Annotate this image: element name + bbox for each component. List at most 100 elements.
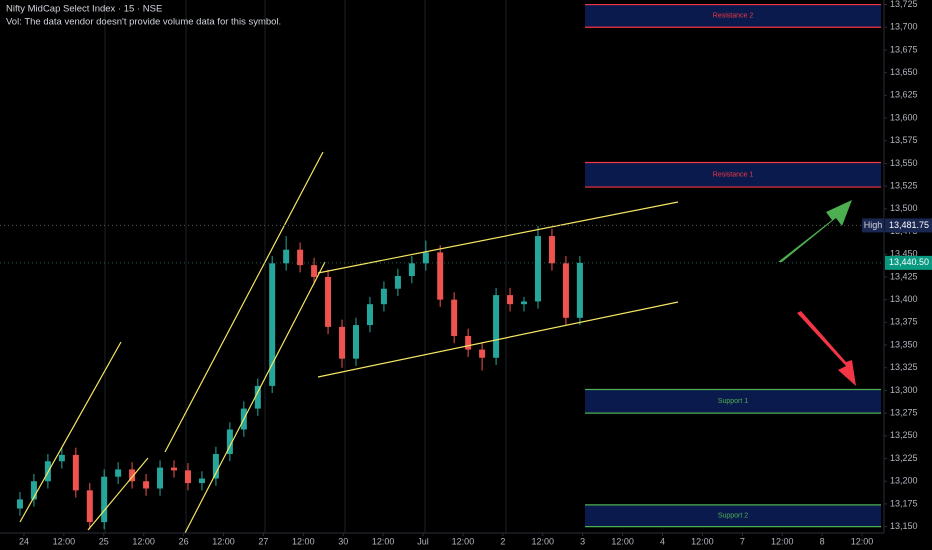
- zone: [585, 4, 881, 28]
- x-tick-label: 12:00: [372, 536, 395, 546]
- candle-body: [325, 276, 332, 327]
- y-tick-label: 13,400: [890, 294, 918, 304]
- candle-body: [198, 478, 205, 484]
- x-tick-label: 4: [660, 536, 665, 546]
- x-tick-label: 7: [740, 536, 745, 546]
- zone-label: Resistance 1: [713, 172, 754, 179]
- x-tick-label: 12:00: [851, 536, 874, 546]
- y-tick-label: 13,150: [890, 521, 918, 531]
- x-tick-label: 12:00: [691, 536, 714, 546]
- y-tick-label: 13,575: [890, 135, 918, 145]
- candle-body: [366, 304, 373, 326]
- y-tick-label: 13,200: [890, 476, 918, 486]
- y-tick-label: 13,525: [890, 181, 918, 191]
- candle-body: [297, 249, 304, 266]
- candle-body: [86, 490, 93, 523]
- y-tick-label: 13,675: [890, 44, 918, 54]
- zone-label: Support 1: [718, 398, 748, 405]
- y-tick-label: 13,350: [890, 339, 918, 349]
- trend-line: [164, 151, 324, 453]
- candle-body: [58, 454, 65, 462]
- trend-line: [184, 261, 326, 534]
- candle-body: [548, 236, 555, 264]
- candle-body: [143, 481, 150, 489]
- y-tick-label: 13,175: [890, 498, 918, 508]
- y-tick-label: 13,700: [890, 22, 918, 32]
- x-tick-label: 12:00: [292, 536, 315, 546]
- y-tick-label: 13,650: [890, 67, 918, 77]
- x-tick-label: Jul: [417, 536, 429, 546]
- candle-body: [226, 429, 233, 455]
- candle-body: [129, 469, 136, 482]
- last-price-box: [885, 255, 932, 270]
- trend-lines: [19, 151, 679, 534]
- y-tick-label: 13,625: [890, 90, 918, 100]
- channel-top: [317, 201, 679, 274]
- candle-body: [493, 295, 500, 358]
- trend-line: [19, 341, 122, 523]
- down-arrow: [797, 311, 856, 386]
- y-tick-label: 13,550: [890, 158, 918, 168]
- candle-body: [254, 385, 261, 409]
- candle-body: [576, 262, 583, 318]
- x-tick-label: 27: [258, 536, 268, 546]
- candle-body: [465, 335, 472, 350]
- volume-note: Vol: The data vendor doesn't provide vol…: [6, 17, 281, 28]
- x-tick-label: 12:00: [452, 536, 475, 546]
- y-tick-label: 13,275: [890, 408, 918, 418]
- candle-body: [437, 252, 444, 300]
- x-tick-label: 25: [99, 536, 109, 546]
- candle-body: [380, 288, 387, 305]
- y-tick-label: 13,300: [890, 385, 918, 395]
- y-tick-label: 13,425: [890, 271, 918, 281]
- candle-body: [212, 454, 219, 479]
- candle-body: [451, 299, 458, 336]
- candle-body: [115, 469, 122, 477]
- y-tick-label: 13,225: [890, 453, 918, 463]
- y-tick-label: 13,600: [890, 112, 918, 122]
- zone-label: Resistance 2: [713, 13, 754, 20]
- y-tick-label: 13,725: [890, 0, 918, 9]
- candle-body: [101, 476, 108, 523]
- high-price-label: 13,481.75: [889, 220, 929, 230]
- trend-line: [87, 457, 149, 531]
- y-tick-label: 13,450: [890, 249, 918, 259]
- candle-body: [30, 481, 37, 500]
- x-tick-label: 12:00: [132, 536, 155, 546]
- y-tick-label: 13,375: [890, 317, 918, 327]
- zone: [585, 162, 881, 188]
- x-tick-label: 12:00: [611, 536, 634, 546]
- candle-body: [507, 295, 514, 305]
- candle-body: [16, 499, 23, 509]
- y-tick-label: 13,500: [890, 203, 918, 213]
- candle-body: [339, 326, 346, 359]
- candle-body: [479, 349, 486, 358]
- candle-body: [171, 467, 178, 471]
- x-tick-label: 30: [338, 536, 348, 546]
- candle-body: [394, 276, 401, 289]
- last-price-label: 13,440.50: [889, 257, 929, 267]
- high-price-box: [885, 218, 932, 233]
- x-tick-label: 3: [580, 536, 585, 546]
- zone: [585, 504, 881, 527]
- x-tick-label: 12:00: [771, 536, 794, 546]
- candle-body: [184, 470, 191, 484]
- candle-body: [72, 454, 79, 491]
- candle-body: [521, 301, 528, 305]
- candle-body: [562, 263, 569, 318]
- zone: [585, 389, 881, 414]
- x-tick-label: 26: [179, 536, 189, 546]
- x-tick-label: 8: [820, 536, 825, 546]
- x-tick-label: 24: [19, 536, 29, 546]
- x-tick-label: 12:00: [212, 536, 235, 546]
- session-separators: [104, 0, 507, 533]
- candle-body: [352, 325, 359, 359]
- x-tick-label: 2: [500, 536, 505, 546]
- high-tag: High: [864, 220, 883, 230]
- candle-body: [283, 249, 290, 264]
- y-tick-label: 13,325: [890, 362, 918, 372]
- symbol-title: Nifty MidCap Select Index · 15 · NSE: [6, 4, 162, 15]
